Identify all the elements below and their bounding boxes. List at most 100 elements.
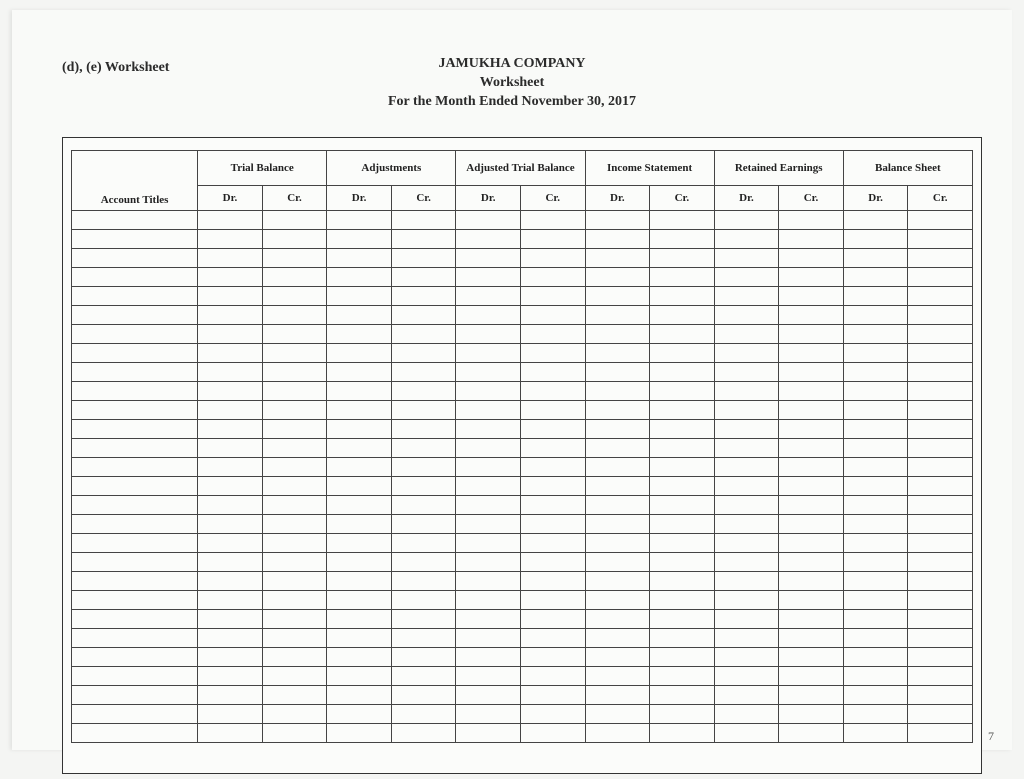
cell bbox=[585, 647, 650, 666]
table-row bbox=[72, 267, 973, 286]
cell bbox=[714, 248, 779, 267]
cell bbox=[843, 457, 908, 476]
cell bbox=[779, 533, 844, 552]
cell bbox=[779, 343, 844, 362]
cell bbox=[456, 438, 521, 457]
cell bbox=[520, 210, 585, 229]
cell bbox=[262, 495, 327, 514]
cell bbox=[520, 685, 585, 704]
cell bbox=[585, 400, 650, 419]
dr-header: Dr. bbox=[714, 185, 779, 210]
cell bbox=[72, 400, 198, 419]
cell bbox=[585, 343, 650, 362]
cell bbox=[908, 362, 973, 381]
cell bbox=[779, 210, 844, 229]
cell bbox=[327, 362, 392, 381]
cell bbox=[391, 267, 456, 286]
cell bbox=[72, 476, 198, 495]
cell bbox=[72, 514, 198, 533]
cell bbox=[585, 210, 650, 229]
cell bbox=[262, 647, 327, 666]
cell bbox=[714, 305, 779, 324]
dr-header: Dr. bbox=[843, 185, 908, 210]
cell bbox=[198, 400, 263, 419]
cell bbox=[714, 495, 779, 514]
cell bbox=[72, 704, 198, 723]
table-row bbox=[72, 362, 973, 381]
cell bbox=[391, 533, 456, 552]
cell bbox=[650, 666, 715, 685]
cell bbox=[585, 628, 650, 647]
cell bbox=[650, 628, 715, 647]
cell bbox=[198, 248, 263, 267]
cell bbox=[714, 400, 779, 419]
cell bbox=[262, 571, 327, 590]
group-header-row: Account Titles Trial Balance Adjustments… bbox=[72, 150, 973, 185]
cell bbox=[72, 552, 198, 571]
cell bbox=[779, 571, 844, 590]
cell bbox=[456, 533, 521, 552]
cell bbox=[908, 590, 973, 609]
cell bbox=[585, 286, 650, 305]
cell bbox=[327, 343, 392, 362]
cell bbox=[327, 704, 392, 723]
cell bbox=[520, 571, 585, 590]
group-header: Balance Sheet bbox=[843, 150, 972, 185]
cell bbox=[72, 362, 198, 381]
cell bbox=[198, 457, 263, 476]
cell bbox=[72, 324, 198, 343]
cell bbox=[779, 381, 844, 400]
cell bbox=[72, 647, 198, 666]
cell bbox=[908, 685, 973, 704]
worksheet-table: Account Titles Trial Balance Adjustments… bbox=[71, 150, 973, 743]
cell bbox=[456, 552, 521, 571]
cell bbox=[908, 419, 973, 438]
cell bbox=[198, 666, 263, 685]
cell bbox=[650, 400, 715, 419]
cell bbox=[520, 628, 585, 647]
cell bbox=[908, 267, 973, 286]
cell bbox=[908, 457, 973, 476]
cell bbox=[585, 571, 650, 590]
cell bbox=[779, 286, 844, 305]
cell bbox=[585, 723, 650, 742]
cell bbox=[327, 210, 392, 229]
cell bbox=[779, 476, 844, 495]
cell bbox=[262, 609, 327, 628]
cell bbox=[843, 590, 908, 609]
cell bbox=[520, 267, 585, 286]
cell bbox=[391, 514, 456, 533]
table-row bbox=[72, 324, 973, 343]
section-label: (d), (e) Worksheet bbox=[62, 60, 169, 76]
cell bbox=[327, 438, 392, 457]
cell bbox=[72, 419, 198, 438]
cell bbox=[391, 552, 456, 571]
cell bbox=[650, 704, 715, 723]
cell bbox=[198, 533, 263, 552]
group-header: Income Statement bbox=[585, 150, 714, 185]
table-row bbox=[72, 343, 973, 362]
cell bbox=[714, 362, 779, 381]
cell bbox=[456, 248, 521, 267]
table-row bbox=[72, 286, 973, 305]
cell bbox=[585, 609, 650, 628]
cell bbox=[456, 628, 521, 647]
cell bbox=[72, 248, 198, 267]
cell bbox=[456, 571, 521, 590]
cell bbox=[843, 552, 908, 571]
cell bbox=[72, 495, 198, 514]
cell bbox=[72, 590, 198, 609]
cell bbox=[262, 685, 327, 704]
cell bbox=[391, 571, 456, 590]
group-header: Retained Earnings bbox=[714, 150, 843, 185]
cell bbox=[72, 210, 198, 229]
cell bbox=[262, 362, 327, 381]
cell bbox=[262, 666, 327, 685]
cell bbox=[843, 381, 908, 400]
table-body bbox=[72, 210, 973, 742]
cell bbox=[908, 647, 973, 666]
table-row bbox=[72, 571, 973, 590]
cell bbox=[327, 495, 392, 514]
cell bbox=[198, 343, 263, 362]
cell bbox=[779, 438, 844, 457]
